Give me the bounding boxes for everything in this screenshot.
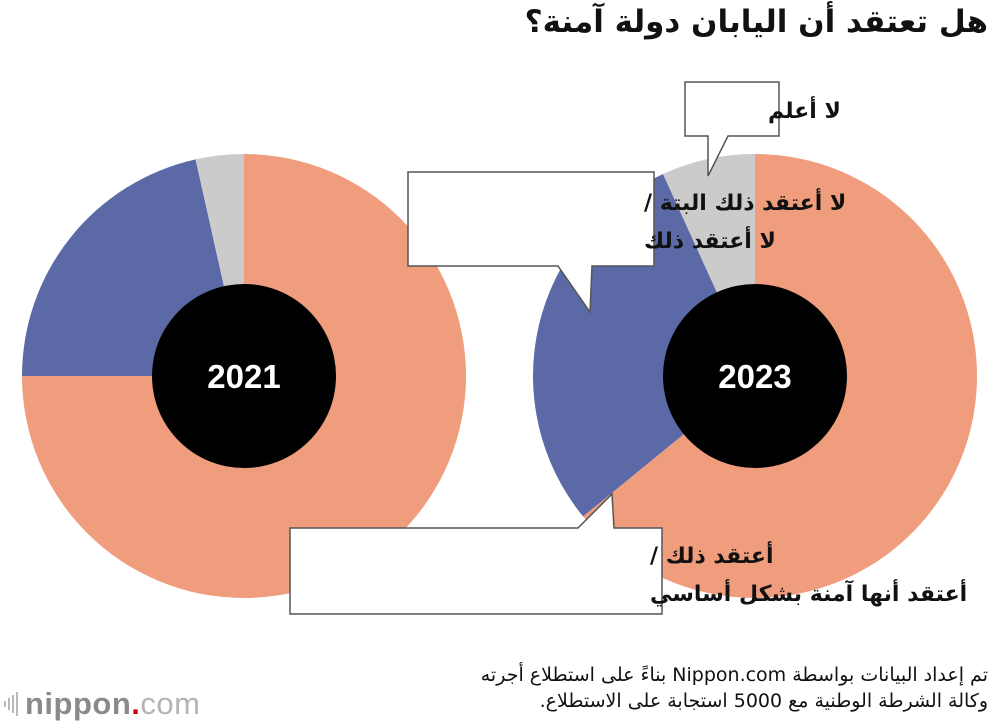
callouts: لا أعلم لا أعتقد ذلك البتة / لا أعتقد ذلك أ… — [289, 81, 967, 615]
pie-2021: 2021 — [22, 154, 466, 598]
callout-box-not-safe — [407, 171, 655, 315]
logo-dot: . — [131, 686, 141, 721]
logo-bars-icon — [4, 692, 18, 716]
logo-tld: com — [140, 686, 201, 721]
chart-title: هل تعتقد أن اليابان دولة آمنة؟ — [524, 4, 988, 40]
source-line-1: تم إعداد البيانات بواسطة Nippon.com بناء… — [480, 664, 988, 686]
center-circle-2023 — [663, 284, 847, 468]
callout-text-safe-2: أعتقد أنها آمنة بشكل أساسي — [650, 578, 967, 607]
callout-text-dont-know-1: لا أعلم — [768, 95, 841, 124]
callout-text-not-safe-2: لا أعتقد ذلك — [644, 225, 776, 254]
nippon-logo[interactable]: nippon.com — [4, 684, 201, 724]
source-note: تم إعداد البيانات بواسطة Nippon.com بناء… — [328, 662, 988, 714]
source-line-2: وكالة الشرطة الوطنية مع 5000 استجابة على… — [539, 690, 988, 712]
callout-box-safe — [289, 492, 663, 615]
logo-text: nippon.com — [25, 686, 201, 722]
center-circle-2021 — [152, 284, 336, 468]
year-label-2021: 2021 — [207, 358, 280, 395]
logo-word: nippon — [25, 686, 132, 721]
callout-text-not-safe-1: لا أعتقد ذلك البتة / — [644, 187, 846, 216]
callout-text-safe-1: أعتقد ذلك / — [650, 540, 773, 569]
year-label-2023: 2023 — [718, 358, 791, 395]
callout-box-dont-know — [684, 81, 780, 177]
